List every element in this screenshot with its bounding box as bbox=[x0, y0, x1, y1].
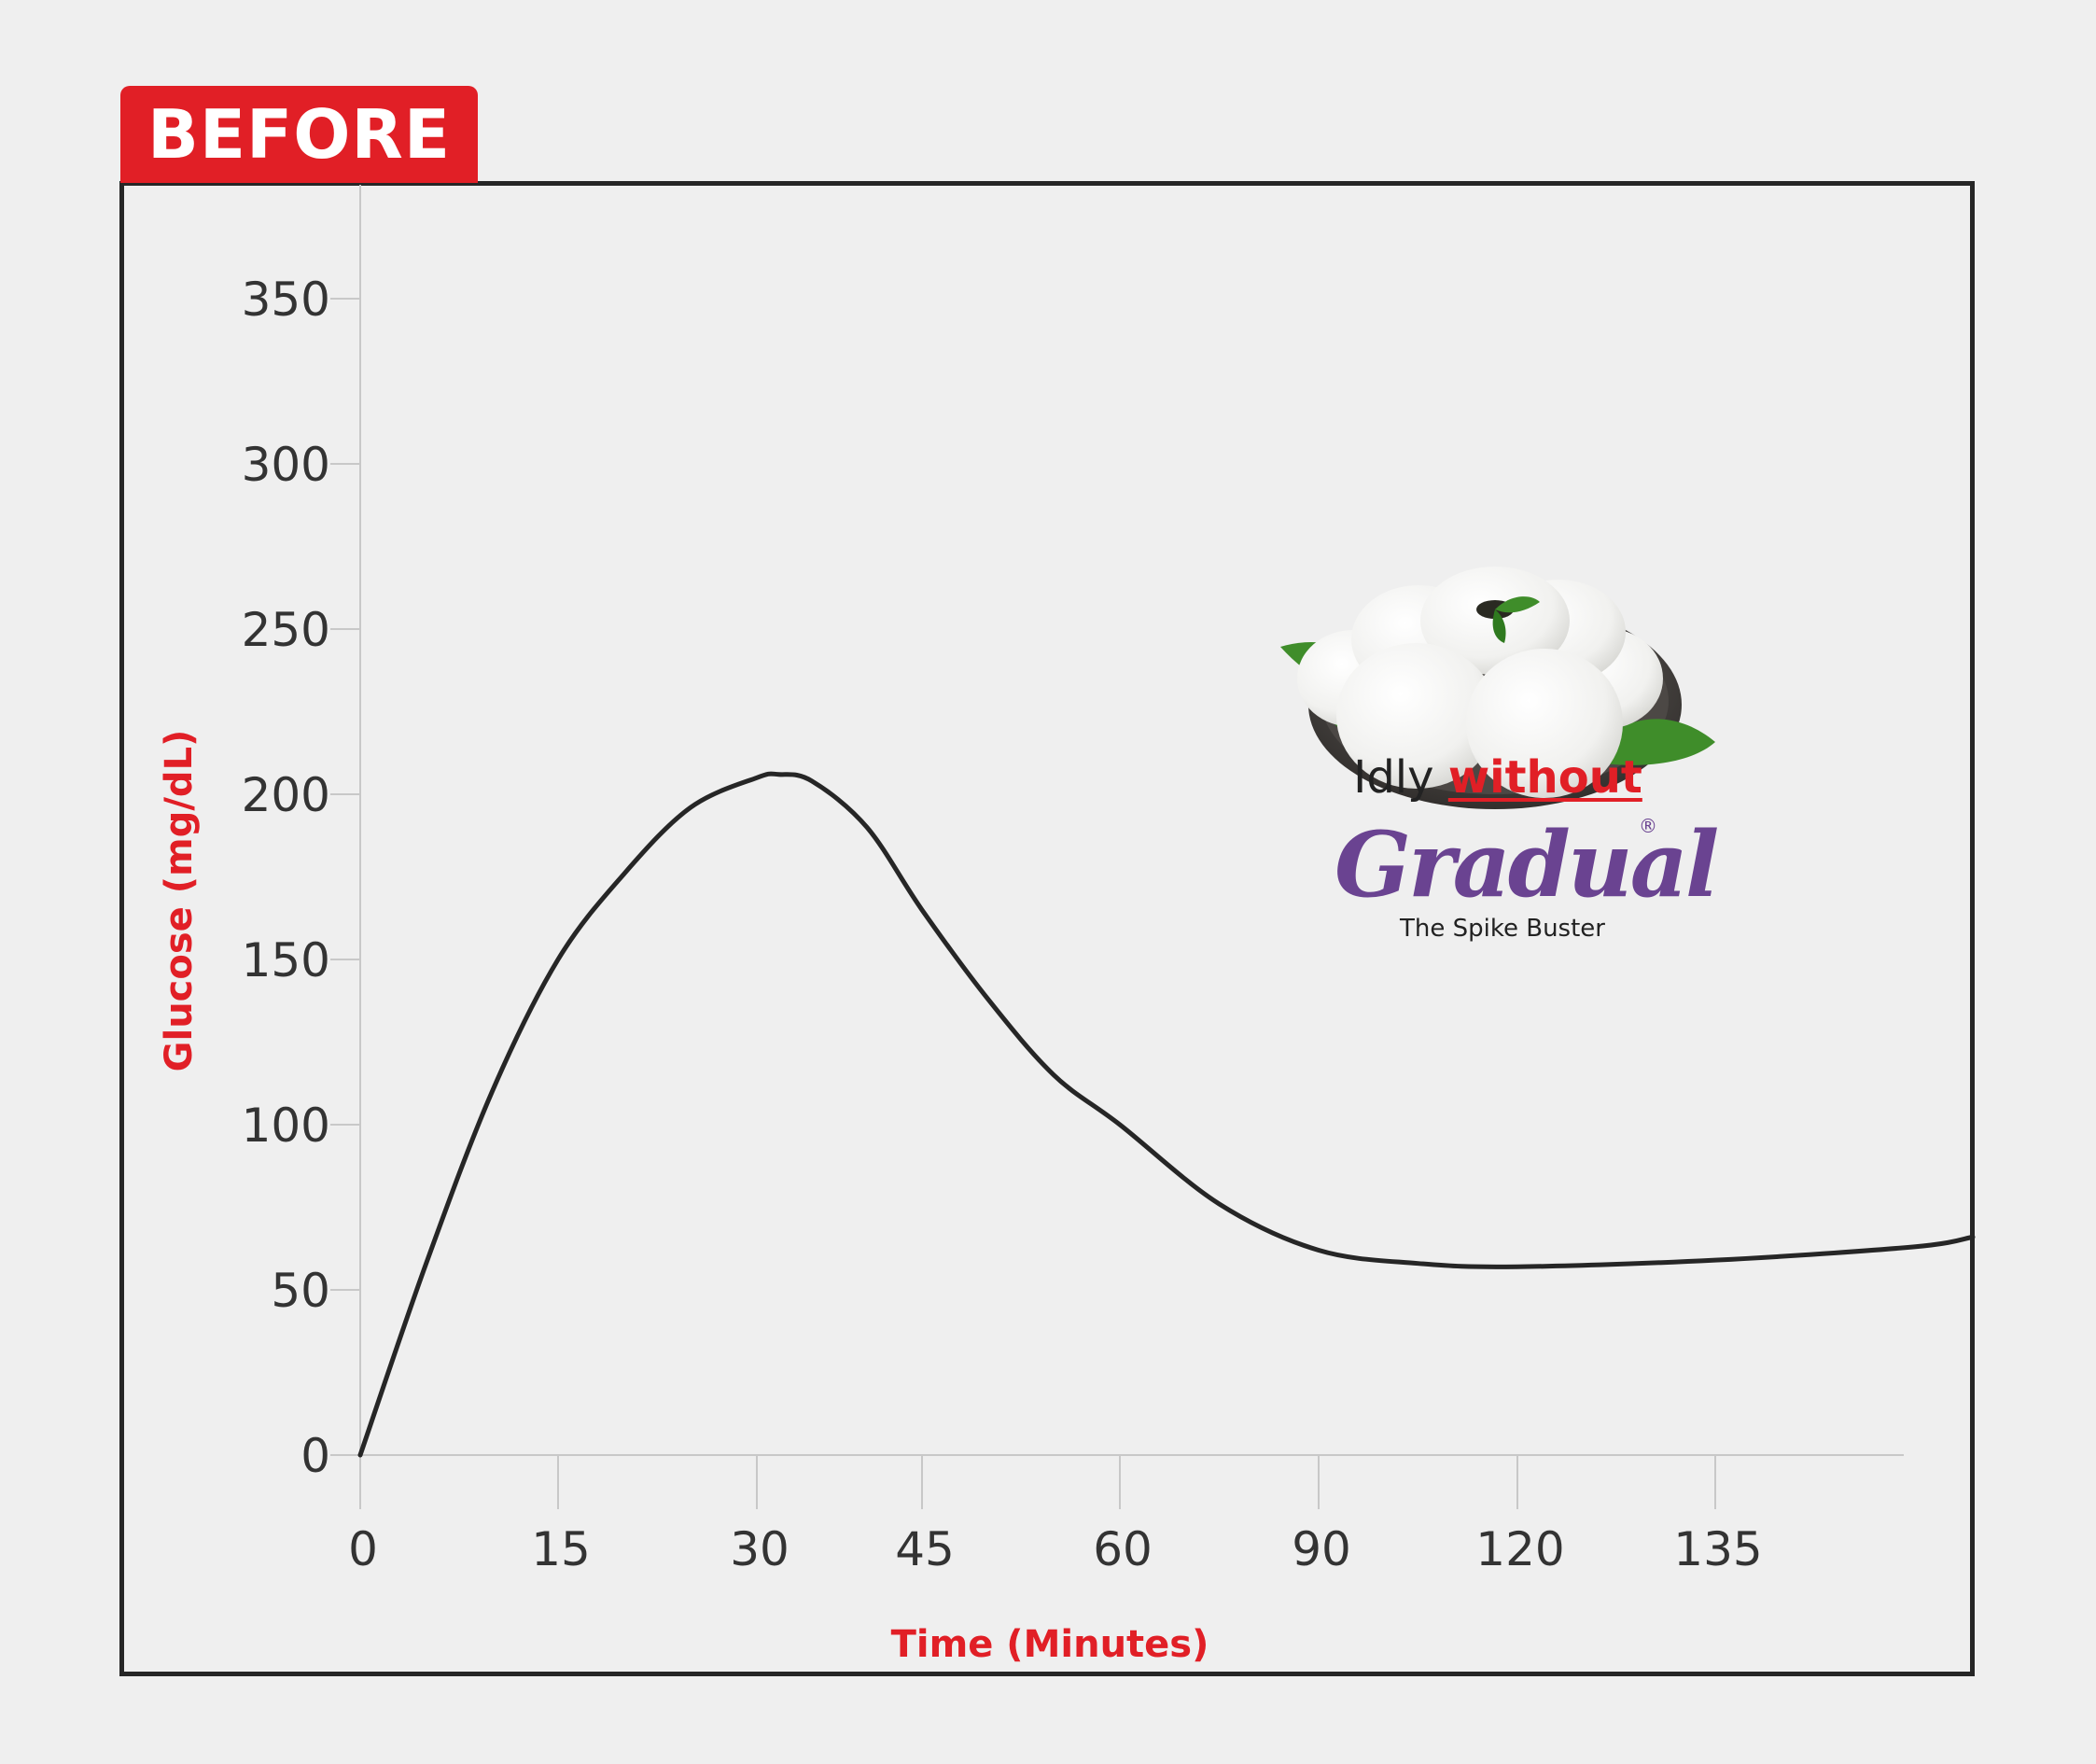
caption-emphasis: without bbox=[1447, 751, 1642, 804]
y-tick-label: 350 bbox=[242, 273, 330, 327]
idly-plate-image bbox=[1280, 567, 1715, 809]
x-tick-label: 30 bbox=[730, 1522, 789, 1576]
y-tick-label: 100 bbox=[242, 1099, 330, 1153]
y-tick-label: 50 bbox=[271, 1264, 330, 1318]
x-tick-label: 90 bbox=[1292, 1522, 1351, 1576]
product-caption: Idly without bbox=[1288, 751, 1708, 804]
chart-axes bbox=[359, 185, 1904, 1483]
y-tick-label: 200 bbox=[242, 768, 330, 822]
chart-ticks: 0 50 100 150 200 250 300 350 0 15 30 45 60 90 120 135 bbox=[242, 273, 1763, 1576]
x-tick-label: 135 bbox=[1673, 1522, 1762, 1576]
y-tick-label: 0 bbox=[300, 1429, 330, 1483]
y-tick-label: 300 bbox=[242, 438, 330, 492]
x-tick-label: 120 bbox=[1475, 1522, 1564, 1576]
x-axis-title: Time (Minutes) bbox=[891, 1623, 1209, 1666]
y-tick-label: 150 bbox=[242, 933, 330, 987]
y-axis-title: Glucose (mg/dL) bbox=[158, 730, 201, 1072]
x-tick-label: 60 bbox=[1093, 1522, 1153, 1576]
chart-frame bbox=[119, 181, 1975, 1676]
before-badge: BEFORE bbox=[120, 86, 478, 183]
caption-prefix: Idly bbox=[1353, 751, 1434, 804]
registered-mark: ® bbox=[1639, 815, 1657, 837]
x-tick-label: 15 bbox=[531, 1522, 591, 1576]
brand-logo: Gradual bbox=[1334, 812, 1719, 917]
x-tick-label: 45 bbox=[895, 1522, 955, 1576]
y-tick-label: 250 bbox=[242, 603, 330, 657]
brand-tagline: The Spike Buster bbox=[1400, 915, 1605, 943]
glucose-series-line bbox=[357, 771, 1976, 1458]
x-tick-label: 0 bbox=[348, 1522, 378, 1576]
